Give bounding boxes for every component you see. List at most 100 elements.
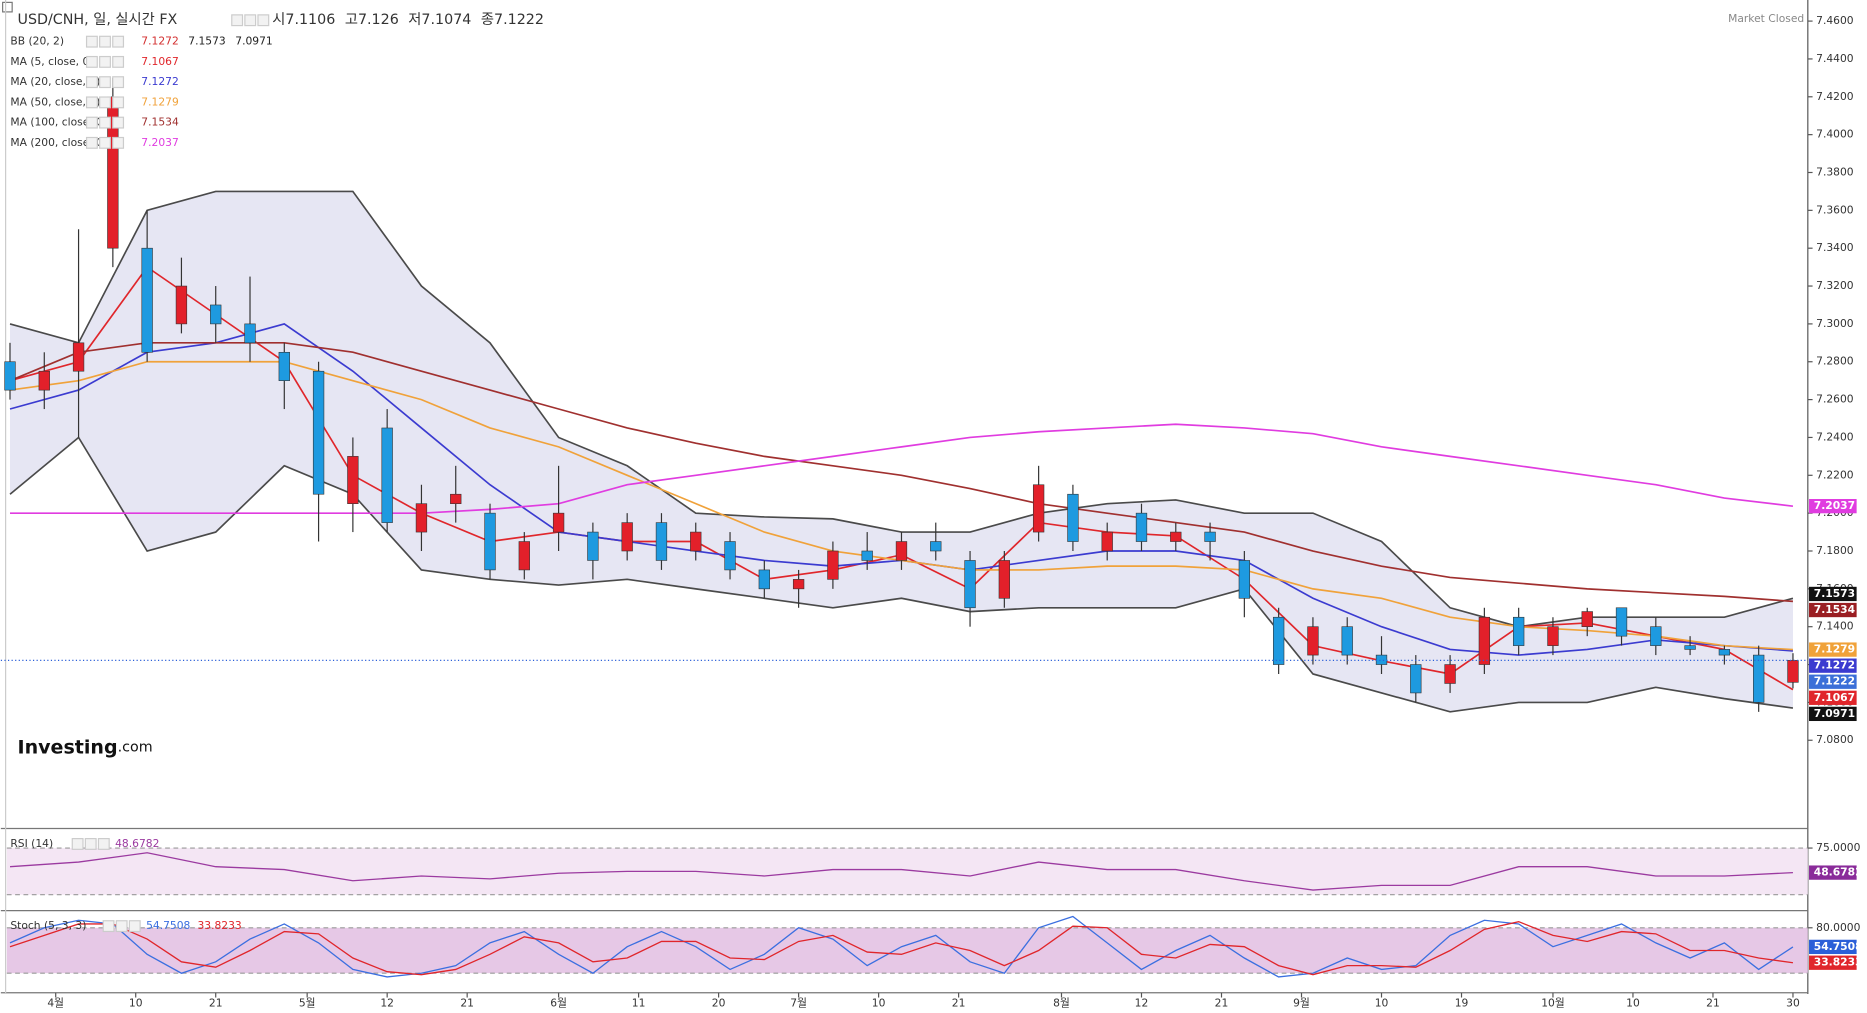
legend-icon[interactable]	[99, 55, 111, 68]
candle-body	[690, 531, 702, 552]
legend-icon[interactable]	[112, 136, 125, 149]
legend-icon[interactable]	[85, 96, 98, 109]
indicator-line	[9, 921, 1794, 976]
x-tick-label: 4월	[47, 996, 64, 1009]
legend-icon[interactable]	[231, 14, 244, 27]
y-tick-label: 7.2200	[1816, 468, 1854, 481]
quote-label: 종	[481, 12, 494, 28]
y-tick-label: 7.3800	[1816, 165, 1854, 178]
price-badge	[1809, 706, 1857, 722]
price-badge	[1809, 955, 1857, 970]
candle-body	[278, 351, 290, 381]
x-tick-label: 19	[1455, 996, 1469, 1009]
legend-value: 33.8233	[197, 919, 241, 932]
candle-body	[1787, 660, 1799, 683]
legend-icon[interactable]	[112, 116, 125, 129]
legend-name: BB (20, 2)	[10, 35, 64, 48]
legend-icon[interactable]	[85, 136, 98, 149]
candle-body	[1238, 560, 1251, 599]
x-tick-label: 30	[1786, 996, 1800, 1009]
legend-icon[interactable]	[85, 76, 98, 89]
price-badge	[1809, 602, 1857, 618]
legend-icon[interactable]	[112, 55, 125, 68]
candle-body	[1307, 626, 1319, 656]
candle-body	[244, 323, 256, 344]
price-badge	[1809, 674, 1857, 689]
candle-body	[381, 427, 393, 523]
legend-icon[interactable]	[71, 838, 84, 850]
legend-icon[interactable]	[112, 76, 125, 89]
legend-value: 7.1573	[188, 35, 225, 48]
legend-value: 7.1067	[141, 55, 178, 68]
candle-body	[1478, 616, 1491, 665]
price-badge-label: 7.1534	[1814, 603, 1855, 616]
price-badge-label: 54.7508	[1814, 940, 1863, 953]
candle-body	[1170, 531, 1182, 542]
indicator-name: Stoch (5, 3, 3)	[10, 919, 86, 932]
legend-icon[interactable]	[85, 35, 98, 48]
x-tick-label: 6월	[550, 996, 567, 1009]
legend-value: 7.1279	[141, 95, 179, 108]
legend-icon[interactable]	[99, 35, 111, 48]
legend-icon[interactable]	[112, 35, 125, 48]
ma-line	[9, 341, 1794, 603]
legend-icon[interactable]	[112, 96, 125, 109]
price-badge-label: 7.0971	[1814, 707, 1855, 720]
logo: Investing.com	[18, 736, 153, 758]
indicator-values: 54.7508 33.8233	[146, 919, 242, 932]
candle-body	[552, 512, 565, 533]
legend-icon[interactable]	[84, 838, 97, 850]
y-tick-label: 7.4200	[1816, 90, 1854, 103]
candle-body	[827, 550, 839, 580]
legend-icon[interactable]	[97, 838, 110, 850]
legend-icon[interactable]	[102, 920, 115, 933]
ma-line	[10, 423, 1794, 514]
legend-icon[interactable]	[99, 116, 111, 129]
legend-icon[interactable]	[115, 920, 128, 933]
quote-value: 7.1222	[494, 12, 544, 28]
candle-body	[930, 541, 942, 552]
legend-icon[interactable]	[99, 96, 111, 109]
legend-value: 7.1272	[141, 75, 178, 88]
candle-body	[415, 503, 428, 533]
price-badge	[1809, 499, 1857, 514]
logo-name: Investing	[18, 736, 118, 758]
x-tick-label: 10	[1375, 996, 1389, 1009]
legend-icon[interactable]	[244, 14, 257, 27]
legend-icon[interactable]	[99, 136, 111, 149]
candle-body	[1684, 645, 1696, 650]
price-badge	[1809, 658, 1857, 673]
y-tick-label: 7.1800	[1816, 544, 1854, 557]
price-badge-label: 7.1067	[1814, 691, 1855, 704]
candle-body	[4, 361, 16, 391]
y-tick-label: 7.3400	[1816, 241, 1854, 254]
legend-icon[interactable]	[257, 14, 270, 27]
x-tick-label: 21	[460, 996, 474, 1009]
candle-body	[1718, 649, 1731, 656]
price-badge	[1809, 642, 1857, 657]
collapse-icon[interactable]	[2, 1, 13, 13]
logo-suffix: .com	[118, 740, 153, 756]
x-tick-label: 10월	[1541, 996, 1564, 1009]
price-badge-label: 7.2037	[1814, 499, 1855, 512]
y-tick-label: 7.1400	[1816, 620, 1854, 633]
candle-body	[347, 456, 359, 504]
candle-body	[1135, 512, 1148, 542]
candle-body	[38, 370, 50, 391]
legend-value: 48.6782	[115, 837, 159, 850]
legend-icon[interactable]	[85, 55, 98, 68]
candle-body	[484, 512, 496, 571]
x-tick-label: 21	[952, 996, 966, 1009]
candle-body	[1581, 611, 1593, 627]
price-badge	[1809, 939, 1857, 955]
legend-icon[interactable]	[128, 920, 141, 933]
legend-icon[interactable]	[85, 116, 98, 129]
candle-body	[724, 541, 736, 571]
candle-body	[72, 342, 85, 372]
x-tick-label: 10	[872, 996, 886, 1009]
y-tick-label: 7.2600	[1816, 393, 1854, 406]
x-tick-label: 20	[712, 996, 726, 1009]
quote-value: 7.1106	[285, 12, 335, 28]
legend-icon[interactable]	[99, 76, 111, 89]
